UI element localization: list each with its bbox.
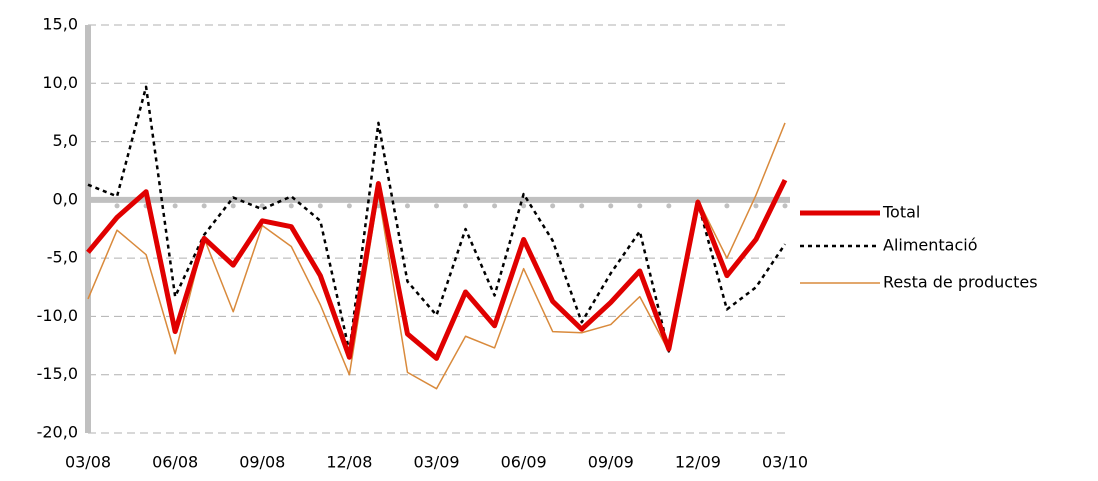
x-tick-label: 03/10	[762, 453, 808, 472]
y-tick-label: 15,0	[42, 15, 78, 34]
legend-label: Resta de productes	[883, 273, 1038, 292]
y-tick-label: -20,0	[37, 423, 78, 442]
x-tick-dot	[317, 203, 323, 209]
series-line	[87, 122, 786, 390]
x-tick-dot	[492, 203, 498, 209]
x-tick-dot	[666, 203, 672, 209]
x-tick-dot	[404, 203, 410, 209]
x-tick-dot	[114, 203, 120, 209]
x-tick-dot	[550, 203, 556, 209]
x-tick-dot	[434, 203, 439, 209]
y-tick-label: 10,0	[42, 73, 78, 92]
y-tick-label: 0,0	[53, 189, 78, 208]
legend-label: Alimentació	[883, 236, 978, 255]
legend-label: Total	[882, 203, 920, 222]
x-tick-dot	[230, 203, 236, 209]
y-tick-label: 5,0	[53, 131, 78, 150]
x-tick-dot	[521, 203, 527, 209]
series-line	[86, 178, 788, 361]
x-tick-dot	[579, 203, 585, 209]
x-tick-dot	[724, 203, 730, 209]
x-tick-dot	[608, 203, 614, 209]
x-tick-dot	[782, 203, 788, 209]
x-tick-label: 03/08	[65, 453, 111, 472]
x-tick-label: 09/08	[239, 453, 285, 472]
x-tick-dot	[172, 203, 178, 209]
x-tick-dot	[346, 203, 352, 209]
x-tick-label: 12/08	[326, 453, 372, 472]
x-tick-label: 06/09	[501, 453, 547, 472]
x-tick-label: 09/09	[588, 453, 634, 472]
x-tick-dot	[85, 203, 91, 209]
x-tick-dot	[201, 203, 207, 209]
x-tick-dot	[259, 203, 265, 209]
x-tick-label: 06/08	[152, 453, 198, 472]
y-tick-label: -5,0	[47, 248, 78, 267]
y-tick-label: -15,0	[37, 364, 78, 383]
x-tick-label: 03/09	[413, 453, 459, 472]
x-tick-dot	[463, 203, 469, 209]
x-tick-dot	[637, 203, 643, 209]
series-line	[87, 85, 787, 353]
x-tick-dot	[288, 203, 294, 209]
x-tick-label: 12/09	[675, 453, 721, 472]
y-tick-label: -10,0	[37, 306, 78, 325]
x-tick-dot	[753, 203, 759, 209]
